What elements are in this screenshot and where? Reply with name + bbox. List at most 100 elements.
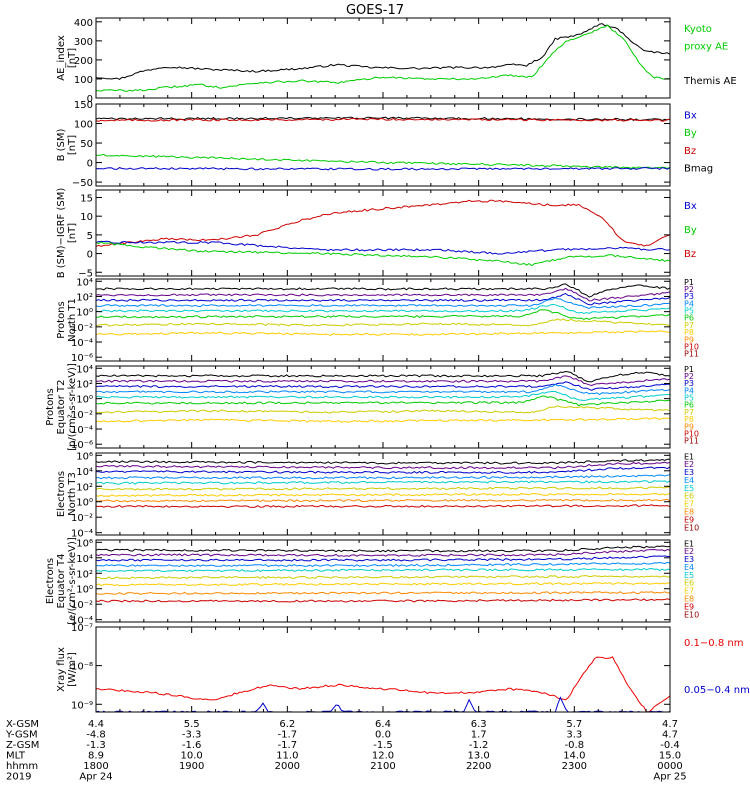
x-tick-value: 15.0 <box>659 751 681 762</box>
y-tick-label: 10⁴ <box>76 554 93 565</box>
y-tick-label: 100 <box>74 75 93 86</box>
legend-entry: By <box>684 225 697 236</box>
series-line-electrons_t4-2 <box>96 555 670 562</box>
y-tick-label: 300 <box>74 37 93 48</box>
panel-frame <box>95 626 671 713</box>
y-tick-label: 10⁰ <box>76 585 93 596</box>
legend-entry: E3 <box>684 468 694 477</box>
x-tick-value: 4.7 <box>662 730 678 741</box>
panel-frame <box>95 17 671 99</box>
y-tick-label: 0 <box>87 250 93 261</box>
x-tick-value: 2200 <box>466 761 491 772</box>
y-tick-label: 0 <box>87 94 93 105</box>
panel-frame <box>95 365 671 449</box>
x-tick-value: -1.7 <box>278 740 298 751</box>
series-line-electrons_t4-0 <box>96 545 670 553</box>
legend-entry: E8 <box>684 508 694 517</box>
y-axis-label: B (SM)−IGRF (SM) <box>56 188 67 279</box>
y-axis-label: [nT] <box>67 48 78 68</box>
x-tick-value: 6.4 <box>375 719 391 730</box>
series-line-protons_t1-5 <box>96 309 670 320</box>
panel-protons_t2: 10⁻⁶ 10⁻⁴ 10⁻² 10⁰ 10² 10⁴ Protons Equator T2 [p… <box>45 363 699 451</box>
y-tick-label: 15 <box>80 193 93 204</box>
legend-entry: E5 <box>684 484 694 493</box>
y-tick-label: 10⁻⁹ <box>71 700 93 711</box>
legend-entry: E9 <box>684 515 694 524</box>
legend-entry: P1 <box>684 278 694 287</box>
legend-entry: P1 <box>684 365 694 374</box>
x-tick-value: 6.2 <box>279 719 295 730</box>
panel-frame <box>95 189 671 277</box>
legend-entry: E3 <box>684 555 694 564</box>
x-tick-value: Apr 25 <box>653 772 686 783</box>
y-tick-label: 5 <box>87 231 93 242</box>
y-tick-label: 10⁴ <box>76 277 93 288</box>
series-line-bigrf-2 <box>96 241 670 267</box>
legend-entry: P8 <box>684 415 694 424</box>
series-line-protons_t2-1 <box>96 375 670 387</box>
series-line-protons_t2-4 <box>96 390 670 402</box>
legend-entry: Bx <box>684 110 697 121</box>
legend-entry: P5 <box>684 307 694 316</box>
legend-entry: P6 <box>684 314 694 323</box>
y-axis-label: [nT] <box>67 223 78 243</box>
x-tick-value: -0.8 <box>565 740 585 751</box>
legend-entry: P11 <box>684 437 699 446</box>
legend-entry: E1 <box>684 452 694 461</box>
x-tick-value: -1.6 <box>182 740 202 751</box>
series-line-protons_t2-5 <box>96 395 670 407</box>
y-tick-label: 400 <box>74 18 93 29</box>
series-line-electrons_t3-4 <box>96 480 670 485</box>
y-tick-label: 10⁰ <box>76 308 93 319</box>
x-tick-value: 5.5 <box>184 719 200 730</box>
legend-entry: P4 <box>684 299 694 308</box>
series-line-protons_t1-0 <box>96 283 670 298</box>
y-tick-label: 10² <box>76 379 93 390</box>
row-label: Z-GSM <box>6 740 39 751</box>
series-line-electrons_t3-7 <box>96 498 670 503</box>
legend-entry: P4 <box>684 386 694 395</box>
legend-entry: P9 <box>684 422 694 431</box>
series-line-ae-0 <box>96 23 670 80</box>
x-tick-value: 2000 <box>275 761 300 772</box>
legend-entry: By <box>684 128 697 139</box>
legend-entry: E1 <box>684 539 694 548</box>
legend-entry: P11 <box>684 350 699 359</box>
series-line-electrons_t3-0 <box>96 458 670 465</box>
legend-entry: 0.1−0.8 nm <box>684 638 743 649</box>
panel-ae: 0 100 200 300 400 AE_index [nT] Kyoto proxy AE Th… <box>56 17 737 105</box>
y-tick-label: 10⁻² <box>71 600 93 611</box>
row-label: Y-GSM <box>5 730 38 741</box>
legend-entry: P10 <box>684 342 699 351</box>
y-axis-label: [nT] <box>67 135 78 155</box>
series-line-protons_t2-0 <box>96 370 670 383</box>
y-axis-label: Equator T2 <box>56 380 67 435</box>
x-tick-value: 4.7 <box>662 719 678 730</box>
legend-entry: Bmag <box>684 164 713 175</box>
chart-title: GOES-17 <box>346 3 404 18</box>
x-tick-value: -4.8 <box>86 730 106 741</box>
y-tick-label: 10 <box>80 212 93 223</box>
y-tick-label: 10⁻² <box>71 513 93 524</box>
series-line-electrons_t4-7 <box>96 591 670 595</box>
x-tick-value: -3.3 <box>182 730 202 741</box>
legend-entry: P9 <box>684 335 694 344</box>
x-tick-value: -1.3 <box>86 740 106 751</box>
y-tick-label: 10⁶ <box>76 538 93 549</box>
y-axis-label: Electrons <box>56 471 67 517</box>
x-tick-value: 10.0 <box>181 751 203 762</box>
series-line-protons_t2-3 <box>96 383 670 396</box>
legend-entry: 0.05−0.4 nm <box>684 685 750 696</box>
y-axis-label: Protons <box>45 388 56 425</box>
legend-entry: Bz <box>684 146 696 157</box>
y-tick-label: 10⁻⁶ <box>71 440 93 451</box>
series-line-xray-0 <box>96 656 670 712</box>
series-line-protons_t1-4 <box>96 303 670 314</box>
series-line-ae-1 <box>96 24 670 92</box>
y-axis-label: [e/(cm²-s-sr-keV)] <box>67 537 78 625</box>
panel-protons_t1: 10⁻⁶ 10⁻⁴ 10⁻² 10⁰ 10² 10⁴ Protons North T1 P1P2… <box>56 277 699 364</box>
legend-entry: Kyoto <box>684 24 712 35</box>
x-tick-value: Apr 24 <box>79 772 112 783</box>
